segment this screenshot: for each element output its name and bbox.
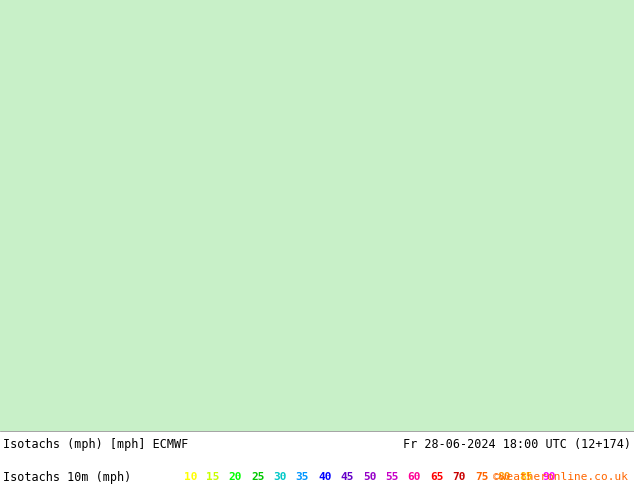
Text: 50: 50 [363, 472, 377, 482]
Text: 25: 25 [251, 472, 264, 482]
Text: 40: 40 [318, 472, 332, 482]
Text: 55: 55 [385, 472, 399, 482]
Text: 35: 35 [295, 472, 309, 482]
Text: Isotachs (mph) [mph] ECMWF: Isotachs (mph) [mph] ECMWF [3, 438, 188, 451]
Text: 80: 80 [497, 472, 510, 482]
Text: 20: 20 [229, 472, 242, 482]
Text: 15: 15 [206, 472, 220, 482]
Text: 90: 90 [542, 472, 555, 482]
Text: 10: 10 [184, 472, 197, 482]
Text: 30: 30 [273, 472, 287, 482]
Text: 75: 75 [475, 472, 488, 482]
Text: 65: 65 [430, 472, 444, 482]
Text: ©weatheronline.co.uk: ©weatheronline.co.uk [493, 472, 628, 482]
Text: 85: 85 [519, 472, 533, 482]
Text: Fr 28-06-2024 18:00 UTC (12+174): Fr 28-06-2024 18:00 UTC (12+174) [403, 438, 631, 451]
Text: 60: 60 [408, 472, 421, 482]
Text: 45: 45 [340, 472, 354, 482]
Text: Isotachs 10m (mph): Isotachs 10m (mph) [3, 470, 131, 484]
Text: 70: 70 [453, 472, 466, 482]
